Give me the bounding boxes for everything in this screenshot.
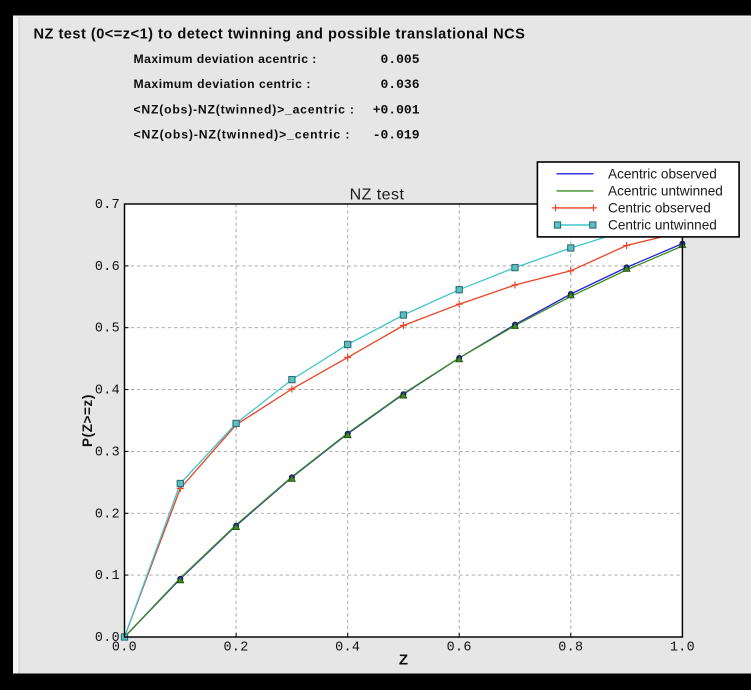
- svg-text:+0.001: +0.001: [373, 102, 420, 117]
- svg-text:0.4: 0.4: [335, 640, 360, 655]
- svg-text:0.2: 0.2: [224, 640, 249, 655]
- svg-text:Centric untwinned: Centric untwinned: [608, 218, 717, 233]
- svg-text:0.8: 0.8: [558, 640, 583, 655]
- svg-text:-0.019: -0.019: [373, 128, 420, 143]
- svg-text:0.5: 0.5: [95, 322, 120, 337]
- svg-text:<NZ(obs)-NZ(twinned)>_acentric: <NZ(obs)-NZ(twinned)>_acentric :: [134, 102, 355, 116]
- svg-text:0.0: 0.0: [112, 640, 137, 655]
- svg-text:NZ test: NZ test: [350, 187, 405, 204]
- svg-text:0.6: 0.6: [95, 260, 120, 275]
- svg-text:0.1: 0.1: [95, 569, 120, 584]
- svg-text:P(Z>=z): P(Z>=z): [80, 394, 95, 447]
- svg-text:1.0: 1.0: [670, 640, 695, 655]
- svg-text:0.4: 0.4: [95, 384, 120, 399]
- svg-text:Z: Z: [399, 652, 408, 669]
- svg-text:<NZ(obs)-NZ(twinned)>_centric: <NZ(obs)-NZ(twinned)>_centric :: [134, 128, 351, 142]
- svg-text:Acentric untwinned: Acentric untwinned: [608, 183, 723, 198]
- svg-text:0.0: 0.0: [95, 631, 120, 646]
- svg-text:NZ test (0<=z<1) to detect twi: NZ test (0<=z<1) to detect twinning and …: [34, 27, 526, 43]
- svg-text:Maximum deviation centric :: Maximum deviation centric :: [134, 77, 311, 91]
- svg-text:Maximum deviation acentric :: Maximum deviation acentric :: [134, 52, 317, 66]
- svg-text:0.7: 0.7: [95, 198, 120, 213]
- svg-text:0.3: 0.3: [95, 445, 120, 460]
- svg-text:0.005: 0.005: [380, 52, 419, 67]
- svg-text:Centric observed: Centric observed: [608, 200, 711, 215]
- svg-text:0.2: 0.2: [95, 507, 120, 522]
- svg-text:0.036: 0.036: [380, 77, 419, 92]
- svg-text:Acentric observed: Acentric observed: [608, 166, 717, 181]
- svg-text:0.6: 0.6: [447, 640, 472, 655]
